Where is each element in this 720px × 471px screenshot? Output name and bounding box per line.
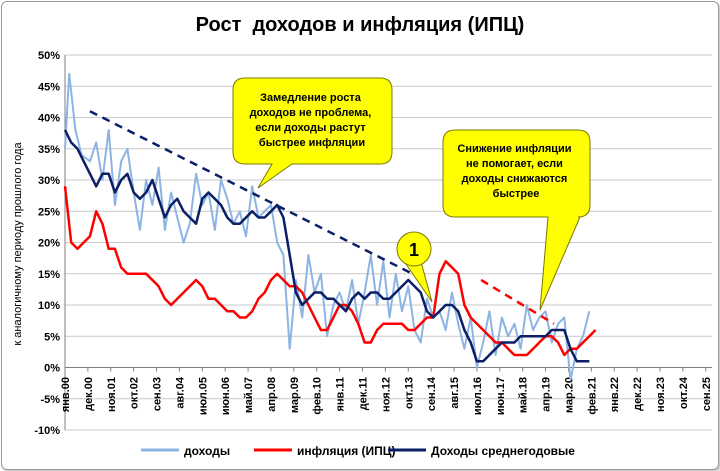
y-tick-label: 50%	[38, 50, 60, 62]
legend-item-avg-income: Доходы среднегодовые	[388, 444, 575, 458]
y-tick-label: 10%	[38, 300, 60, 312]
series-line-1	[63, 186, 597, 357]
y-tick-label: 40%	[38, 113, 60, 125]
x-tick-label: ноя.23	[655, 377, 667, 412]
y-tick-label: 0%	[44, 363, 60, 375]
x-tick-label: окт.02	[129, 377, 141, 409]
x-tick-label: янв.00	[60, 377, 72, 412]
x-tick-label: июл.05	[197, 377, 209, 415]
x-tick-label: дек.11	[357, 377, 369, 410]
series-line-0	[64, 72, 591, 381]
legend-label-avg-income: Доходы среднегодовые	[431, 444, 575, 458]
x-tick-label: апр.08	[266, 377, 278, 412]
x-tick-label: фев.10	[312, 377, 324, 415]
y-tick-label: -5%	[40, 394, 60, 406]
x-tick-label: июн.17	[495, 377, 507, 415]
legend-item-income: доходы	[141, 444, 230, 458]
x-tick-label: янв.22	[609, 377, 621, 412]
y-tick-label: 5%	[44, 331, 60, 343]
y-tick-label: -10%	[34, 425, 60, 437]
marker-1: 1	[396, 231, 433, 303]
x-tick-label: окт.24	[678, 376, 690, 409]
x-tick-label: сен.14	[426, 376, 438, 411]
callout-income-slowdown: Замедление роста доходов не проблема, ес…	[232, 77, 393, 189]
x-tick-label: мар.09	[289, 377, 301, 413]
y-tick-label: 45%	[38, 81, 60, 93]
x-tick-label: ноя.01	[106, 377, 118, 412]
x-tick-label: ноя.12	[380, 377, 392, 412]
chart-title: Рост доходов и инфляция (ИПЦ)	[196, 14, 525, 36]
legend-item-inflation: инфляция (ИПЦ)	[254, 444, 396, 458]
x-tick-label: июн.06	[220, 377, 232, 415]
callout-inflation-decline: Снижение инфляции не помогает, если дохо…	[442, 129, 591, 311]
x-tick-label: янв.11	[335, 377, 347, 412]
trend-line-1	[480, 278, 555, 325]
y-tick-label: 20%	[38, 238, 60, 250]
svg-text:1: 1	[409, 240, 419, 260]
x-tick-label: апр.19	[541, 377, 553, 412]
x-tick-label: сен.03	[152, 377, 164, 411]
x-tick-label: авг.15	[449, 377, 461, 409]
x-tick-label: авг.04	[174, 376, 186, 409]
legend-label-inflation: инфляция (ИПЦ)	[297, 444, 396, 458]
x-tick-label: дек.22	[632, 377, 644, 411]
x-tick-label: май.18	[518, 377, 530, 413]
x-tick-label: дек.00	[83, 377, 95, 411]
x-tick-label: мар.20	[563, 377, 575, 413]
legend-label-income: доходы	[184, 444, 230, 458]
legend: доходы инфляция (ИПЦ) Доходы среднегодов…	[141, 444, 575, 458]
x-tick-label: окт.13	[403, 377, 415, 409]
x-tick-label: май.07	[243, 377, 255, 413]
x-tick-label: сен.25	[701, 377, 713, 411]
trend-line-0	[89, 110, 413, 275]
svg-text:Замедление роста доходов: Замедление роста доходов не проблема, ес…	[250, 92, 375, 149]
y-tick-label: 15%	[38, 269, 60, 281]
y-axis-label: к аналогичному периоду прошлого года	[12, 142, 24, 346]
y-tick-label: 25%	[38, 206, 60, 218]
svg-text:Снижение инфляции не пом: Снижение инфляции не помогает, если дохо…	[457, 143, 574, 200]
y-tick-label: 35%	[38, 144, 60, 156]
y-tick-label: 30%	[38, 175, 60, 187]
series-line-2	[63, 129, 590, 363]
x-tick-label: фев.21	[586, 377, 598, 415]
x-tick-label: июл.16	[472, 377, 484, 415]
